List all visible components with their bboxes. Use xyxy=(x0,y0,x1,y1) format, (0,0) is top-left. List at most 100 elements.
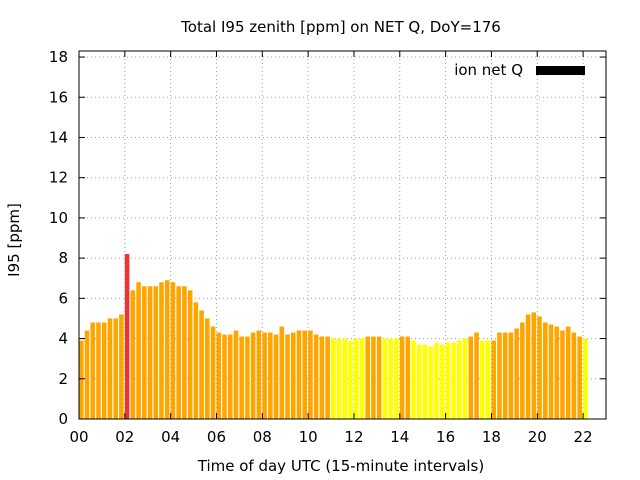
y-tick-label: 16 xyxy=(49,88,68,106)
legend-label: ion net Q xyxy=(454,61,523,79)
bar xyxy=(302,330,307,419)
y-tick-label: 18 xyxy=(49,48,68,66)
bar xyxy=(462,338,468,419)
bar xyxy=(233,330,239,419)
bar xyxy=(336,338,342,419)
bar xyxy=(405,336,411,419)
bar xyxy=(502,332,508,419)
bar xyxy=(159,282,164,419)
bar xyxy=(571,332,577,419)
bar xyxy=(79,340,84,419)
bar xyxy=(554,326,560,419)
bar xyxy=(331,338,336,419)
legend-swatch xyxy=(536,66,585,75)
chart-title: Total I95 zenith [ppm] on NET Q, DoY=176 xyxy=(180,18,501,36)
bar xyxy=(439,344,445,419)
bar xyxy=(96,322,101,419)
bar xyxy=(142,286,147,419)
bar xyxy=(170,282,176,419)
bar xyxy=(222,334,227,419)
bar xyxy=(119,314,124,419)
bar xyxy=(308,330,313,419)
bar xyxy=(508,332,514,419)
bar xyxy=(411,340,416,419)
bar xyxy=(273,334,279,419)
x-tick-label: 22 xyxy=(574,428,593,446)
bar xyxy=(382,338,388,419)
bar xyxy=(525,314,531,419)
bar xyxy=(497,332,502,419)
bar xyxy=(325,336,330,419)
bar xyxy=(107,318,113,419)
x-tick-label: 10 xyxy=(299,428,318,446)
bar xyxy=(101,322,107,419)
bar xyxy=(468,336,474,419)
bar xyxy=(256,330,262,419)
x-tick-label: 00 xyxy=(69,428,88,446)
bar xyxy=(262,332,267,419)
x-tick-label: 08 xyxy=(253,428,272,446)
bar xyxy=(136,282,141,419)
bar xyxy=(205,318,210,419)
bar xyxy=(199,310,204,419)
y-tick-label: 10 xyxy=(49,209,68,227)
bar xyxy=(537,316,542,419)
bar xyxy=(531,312,537,419)
bar xyxy=(434,342,439,419)
bar xyxy=(451,342,456,419)
bar xyxy=(348,340,353,419)
bar xyxy=(153,286,159,419)
y-tick-label: 0 xyxy=(58,410,68,428)
x-tick-label: 14 xyxy=(390,428,409,446)
bar xyxy=(90,322,96,419)
bar xyxy=(560,330,565,419)
x-tick-label: 12 xyxy=(344,428,363,446)
y-tick-label: 6 xyxy=(58,289,68,307)
bar xyxy=(491,340,497,419)
x-tick-label: 06 xyxy=(207,428,226,446)
bar xyxy=(124,254,130,419)
bar xyxy=(193,302,199,419)
bar xyxy=(428,346,434,419)
bar xyxy=(130,290,136,419)
bar xyxy=(577,336,582,419)
bar xyxy=(520,322,525,419)
bar xyxy=(388,338,393,419)
bar xyxy=(296,330,302,419)
bar xyxy=(514,328,519,419)
bar xyxy=(313,334,319,419)
y-tick-label: 2 xyxy=(58,370,68,388)
x-tick-label: 04 xyxy=(161,428,180,446)
bars xyxy=(79,254,588,419)
bar xyxy=(365,336,370,419)
bar xyxy=(187,290,193,419)
bar xyxy=(548,324,554,419)
bar xyxy=(164,280,170,419)
bar xyxy=(583,338,588,419)
bar xyxy=(182,286,187,419)
x-tick-label: 02 xyxy=(115,428,134,446)
x-axis-label: Time of day UTC (15-minute intervals) xyxy=(197,457,484,475)
bar xyxy=(376,336,382,419)
bar xyxy=(285,334,290,419)
bar xyxy=(245,336,250,419)
bar xyxy=(216,332,222,419)
bar xyxy=(399,336,405,419)
bar xyxy=(319,336,325,419)
bar xyxy=(371,336,376,419)
bar xyxy=(565,326,571,419)
x-tick-label: 18 xyxy=(482,428,501,446)
bar xyxy=(457,340,462,419)
bar xyxy=(268,332,273,419)
bar xyxy=(542,322,548,419)
legend: ion net Q xyxy=(454,61,585,79)
bar xyxy=(147,286,153,419)
y-tick-label: 4 xyxy=(58,330,68,348)
ticks xyxy=(78,51,606,420)
bar xyxy=(359,338,365,419)
bar xyxy=(84,330,90,419)
x-tick-label: 16 xyxy=(436,428,455,446)
y-axis-label: I95 [ppm] xyxy=(5,203,23,277)
